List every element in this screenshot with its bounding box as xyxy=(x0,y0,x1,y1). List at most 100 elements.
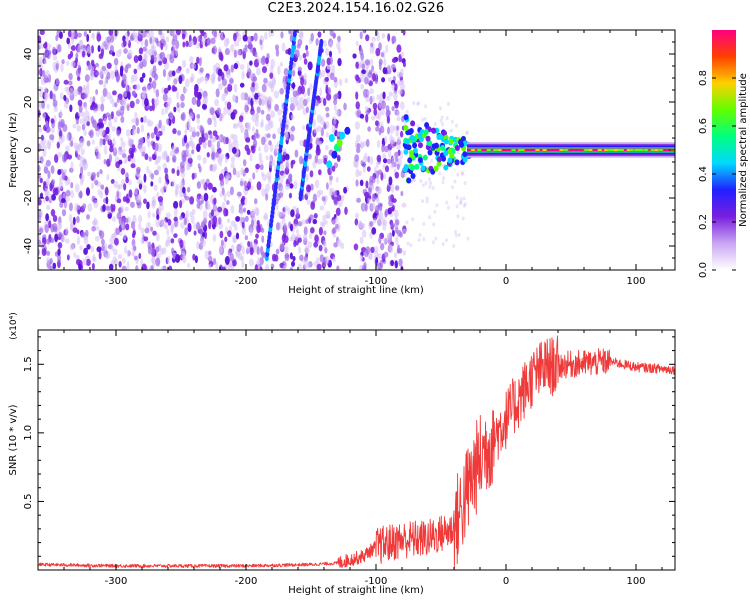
noise-dot xyxy=(251,126,255,133)
noise-dot xyxy=(368,187,372,195)
noise-dot xyxy=(404,173,408,178)
noise-dot xyxy=(84,104,88,111)
noise-dot xyxy=(369,231,373,239)
noise-dot xyxy=(314,179,320,189)
noise-dot xyxy=(233,49,238,58)
noise-dot xyxy=(372,102,378,110)
noise-dot xyxy=(402,30,406,36)
cluster-point xyxy=(423,128,429,135)
noise-dot xyxy=(60,198,66,204)
noise-dot xyxy=(173,86,178,92)
noise-dot xyxy=(318,140,323,146)
noise-dot xyxy=(379,206,383,215)
noise-dot xyxy=(147,241,152,250)
noise-dot xyxy=(122,73,127,83)
noise-dot xyxy=(396,136,401,143)
noise-dot xyxy=(293,239,297,248)
noise-dot xyxy=(173,200,179,209)
noise-dot xyxy=(361,30,365,34)
chart-title: C2E3.2024.154.16.02.G26 xyxy=(267,1,445,16)
noise-dot xyxy=(141,30,147,38)
noise-dot xyxy=(196,42,201,49)
noise-dot xyxy=(112,90,117,96)
noise-dot xyxy=(261,66,268,74)
noise-dot xyxy=(231,259,237,267)
noise-dot xyxy=(337,58,342,67)
noise-dot xyxy=(461,171,465,176)
noise-dot xyxy=(108,153,113,163)
cluster-point xyxy=(447,148,453,155)
noise-dot xyxy=(305,184,311,193)
noise-dot xyxy=(454,233,458,238)
noise-dot xyxy=(375,187,381,197)
noise-dot xyxy=(446,205,450,210)
noise-dot xyxy=(395,130,399,137)
noise-dot xyxy=(221,78,228,87)
noise-dot xyxy=(130,74,134,84)
noise-dot xyxy=(270,110,275,119)
noise-dot xyxy=(91,225,97,232)
noise-dot xyxy=(166,118,170,125)
noise-dot xyxy=(387,76,392,83)
noise-dot xyxy=(102,138,106,146)
noise-dot xyxy=(254,82,259,92)
noise-dot xyxy=(140,227,145,235)
noise-dot xyxy=(230,111,236,120)
noise-dot xyxy=(441,242,445,247)
snr-y-multiplier: (x10⁴) xyxy=(9,312,19,339)
noise-dot xyxy=(300,31,304,37)
noise-dot xyxy=(235,170,241,178)
noise-dot xyxy=(307,262,311,269)
noise-dot xyxy=(113,57,119,66)
noise-dot xyxy=(294,149,299,158)
carrier-speckle xyxy=(643,149,649,151)
noise-dot xyxy=(380,108,385,116)
noise-dot xyxy=(376,219,382,226)
noise-dot xyxy=(359,254,363,262)
noise-dot xyxy=(125,176,129,184)
noise-dot xyxy=(142,46,147,52)
noise-dot xyxy=(86,244,91,250)
noise-dot xyxy=(307,241,313,249)
noise-dot xyxy=(181,33,186,40)
noise-dot xyxy=(193,222,197,230)
noise-dot xyxy=(198,57,202,67)
noise-dot xyxy=(383,172,387,180)
noise-dot xyxy=(373,108,378,116)
noise-dot xyxy=(42,197,46,204)
noise-dot xyxy=(233,223,238,231)
noise-dot xyxy=(173,207,178,217)
snr-frame xyxy=(37,329,676,571)
noise-dot xyxy=(185,40,189,47)
noise-dot xyxy=(384,210,388,218)
carrier-speckle xyxy=(653,149,659,151)
noise-dot xyxy=(292,81,295,90)
noise-dot xyxy=(180,101,185,109)
noise-dot xyxy=(67,53,72,60)
noise-dot xyxy=(172,44,177,51)
noise-dot xyxy=(180,171,186,178)
noise-dot xyxy=(193,230,197,236)
noise-dot xyxy=(156,131,161,138)
noise-dot xyxy=(184,78,190,88)
noise-dot xyxy=(128,189,133,198)
noise-dot xyxy=(243,130,248,139)
noise-dot xyxy=(101,65,107,72)
cluster-point xyxy=(454,159,460,166)
cluster-point xyxy=(410,120,416,127)
noise-dot xyxy=(142,145,146,153)
noise-dot xyxy=(248,258,255,267)
noise-dot xyxy=(386,115,391,124)
noise-dot xyxy=(225,37,230,45)
noise-dot xyxy=(364,76,369,85)
noise-dot xyxy=(162,162,167,169)
noise-dot xyxy=(220,239,224,247)
noise-dot xyxy=(225,70,231,79)
noise-dot xyxy=(332,256,336,263)
cluster-point xyxy=(412,142,418,149)
noise-dot xyxy=(166,235,171,244)
noise-dot xyxy=(144,227,150,234)
noise-dot xyxy=(321,58,326,68)
noise-dot xyxy=(230,43,235,53)
noise-dot xyxy=(266,81,271,87)
